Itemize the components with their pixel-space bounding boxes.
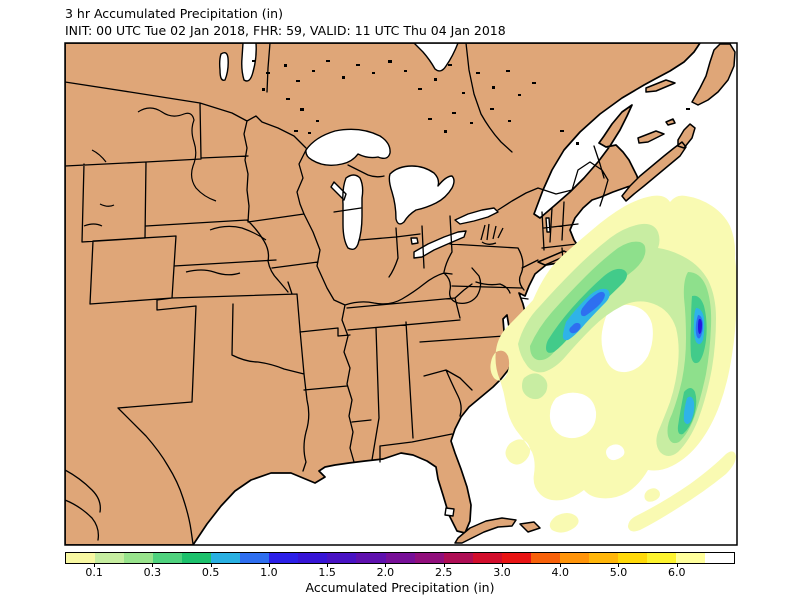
plot-title: 3 hr Accumulated Precipitation (in) INIT… xyxy=(65,5,506,39)
plot-title-line1: 3 hr Accumulated Precipitation (in) xyxy=(65,6,283,21)
colorbar-segment-7 xyxy=(269,553,299,563)
colorbar-segment-9 xyxy=(327,553,357,563)
colorbar-segment-14 xyxy=(472,553,502,563)
colorbar-segment-13 xyxy=(443,553,473,563)
colorbar-tickmark xyxy=(94,564,96,567)
colorbar-tickmark xyxy=(443,564,445,567)
precip-level-2 xyxy=(518,223,716,456)
colorbar-tickmark xyxy=(385,564,387,567)
precipitation-contours xyxy=(490,195,737,533)
colorbar-tick-label: 1.5 xyxy=(318,566,336,579)
colorbar-segment-12 xyxy=(414,553,444,563)
colorbar-segment-19 xyxy=(617,553,647,563)
precip-level-5 xyxy=(562,288,705,424)
colorbar-segment-16 xyxy=(530,553,560,563)
colorbar-tickmark xyxy=(327,564,329,567)
finger-lakes xyxy=(480,223,504,245)
precip-level-3 xyxy=(530,241,712,444)
colorbar-segment-8 xyxy=(298,553,328,563)
colorbar-tickmark xyxy=(210,564,212,567)
colorbar-tick-label: 0.3 xyxy=(143,566,162,579)
colorbar-tick-label: 4.0 xyxy=(551,566,569,579)
colorbar-tick-label: 2.0 xyxy=(376,566,395,579)
colorbar-segment-0 xyxy=(66,553,96,563)
colorbar-segment-21 xyxy=(675,553,706,563)
colorbar-segment-15 xyxy=(501,553,531,563)
precip-level-7 xyxy=(698,318,702,334)
colorbar-tickmark xyxy=(152,564,154,567)
colorbar: 0.1 0.3 0.5 1.0 1.5 2.0 2.5 3.0 4.0 5.0 6.0 Accumu… xyxy=(65,552,735,595)
colorbar-tick-label: 5.0 xyxy=(609,566,628,579)
colorbar-tick-label: 3.0 xyxy=(493,566,511,579)
colorbar-tickmark xyxy=(268,564,270,567)
colorbar-segment-17 xyxy=(559,553,589,563)
colorbar-segment-11 xyxy=(385,553,415,563)
colorbar-bar xyxy=(65,552,735,564)
colorbar-segment-18 xyxy=(588,553,618,563)
colorbar-segment-6 xyxy=(240,553,270,563)
colorbar-segment-5 xyxy=(211,553,241,563)
colorbar-segment-20 xyxy=(646,553,676,563)
colorbar-tickmark xyxy=(501,564,503,567)
colorbar-tick-label: 0.1 xyxy=(85,566,103,579)
colorbar-tick-label: 6.0 xyxy=(667,566,686,579)
colorbar-tick-label: 1.0 xyxy=(260,566,278,579)
colorbar-label: Accumulated Precipitation (in) xyxy=(305,580,495,595)
colorbar-tickmark xyxy=(560,564,562,567)
map-frame xyxy=(64,42,738,546)
colorbar-segment-22 xyxy=(705,553,735,563)
state-borders xyxy=(65,43,609,545)
rivers xyxy=(83,107,267,276)
colorbar-segment-3 xyxy=(153,553,183,563)
mainland-landmass xyxy=(65,43,701,545)
colorbar-tickmark xyxy=(676,564,678,567)
colorbar-segment-10 xyxy=(356,553,386,563)
colorbar-segment-2 xyxy=(124,553,154,563)
colorbar-segment-1 xyxy=(95,553,125,563)
colorbar-tick-label: 0.5 xyxy=(201,566,220,579)
colorbar-segment-4 xyxy=(182,553,212,563)
colorbar-ticks: 0.1 0.3 0.5 1.0 1.5 2.0 2.5 3.0 4.0 5.0 6.0 xyxy=(65,564,735,579)
colorbar-tickmark xyxy=(618,564,620,567)
plot-title-line2: INIT: 00 UTC Tue 02 Jan 2018, FHR: 59, V… xyxy=(65,23,506,38)
colorbar-tick-label: 2.5 xyxy=(434,566,453,579)
